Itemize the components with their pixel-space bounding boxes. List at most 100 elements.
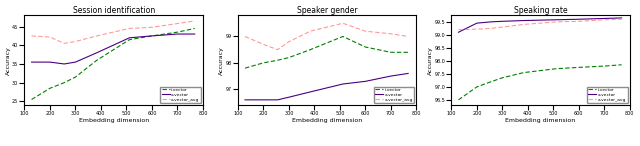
Line: i-vector: i-vector <box>458 65 621 100</box>
i-vector <box>362 46 369 48</box>
x-vector <box>487 21 495 23</box>
i-vector <box>125 39 133 41</box>
x-vector <box>241 99 249 101</box>
i-vector <box>600 65 608 67</box>
x-vector_avg <box>454 29 462 31</box>
x-vector <box>307 91 314 93</box>
Legend: i-vector, x-vector, x-vector_avg: i-vector, x-vector, x-vector_avg <box>374 87 414 103</box>
Line: x-vector: x-vector <box>31 34 195 64</box>
x-vector <box>72 61 79 63</box>
x-vector <box>520 20 527 21</box>
Line: x-vector_avg: x-vector_avg <box>458 19 621 30</box>
x-vector <box>499 20 506 22</box>
x-vector_avg <box>618 18 625 20</box>
x-vector <box>28 61 35 63</box>
x-vector <box>618 17 625 19</box>
x-vector_avg <box>307 30 314 32</box>
x-vector_avg <box>93 35 100 37</box>
Line: i-vector: i-vector <box>31 28 195 100</box>
x-vector_avg <box>600 19 608 21</box>
x-vector_avg <box>28 35 35 37</box>
x-vector_avg <box>241 36 249 37</box>
x-vector <box>191 33 198 35</box>
x-vector_avg <box>487 27 495 29</box>
i-vector <box>191 28 198 29</box>
i-vector <box>60 82 68 84</box>
x-vector <box>148 35 156 37</box>
Title: Speaker gender: Speaker gender <box>297 6 357 15</box>
x-vector_avg <box>473 28 481 30</box>
x-vector <box>260 99 268 101</box>
i-vector <box>387 51 395 53</box>
x-vector_avg <box>72 41 79 42</box>
x-vector_avg <box>362 30 369 32</box>
x-vector <box>125 37 133 39</box>
i-vector <box>487 81 495 83</box>
Legend: i-vector, x-vector, x-vector_avg: i-vector, x-vector, x-vector_avg <box>587 87 628 103</box>
i-vector <box>28 99 35 100</box>
x-vector <box>339 83 347 85</box>
x-vector_avg <box>125 28 133 29</box>
i-vector <box>520 72 527 73</box>
x-vector_avg <box>520 24 527 25</box>
x-vector <box>173 33 181 35</box>
x-vector_avg <box>260 44 268 45</box>
i-vector <box>46 87 54 89</box>
x-vector_avg <box>173 23 181 24</box>
i-vector <box>285 57 292 58</box>
x-vector_avg <box>191 20 198 22</box>
x-vector <box>473 22 481 24</box>
x-vector_avg <box>499 26 506 28</box>
x-vector_avg <box>339 22 347 24</box>
x-vector_avg <box>46 36 54 38</box>
x-vector_avg <box>387 33 395 35</box>
x-vector <box>454 31 462 33</box>
Y-axis label: Accuracy: Accuracy <box>219 46 224 75</box>
i-vector <box>72 76 79 78</box>
i-vector <box>260 62 268 64</box>
i-vector <box>499 77 506 79</box>
X-axis label: Embedding dimension: Embedding dimension <box>292 118 362 123</box>
Y-axis label: Accuracy: Accuracy <box>428 46 433 75</box>
i-vector <box>473 86 481 88</box>
i-vector <box>241 67 249 69</box>
x-vector <box>60 63 68 65</box>
i-vector <box>93 59 100 61</box>
i-vector <box>404 51 412 53</box>
x-vector <box>404 73 412 74</box>
x-vector_avg <box>552 21 560 23</box>
Title: Speaking rate: Speaking rate <box>514 6 567 15</box>
x-vector <box>387 75 395 77</box>
x-vector_avg <box>575 20 582 22</box>
x-vector <box>93 52 100 54</box>
i-vector <box>274 59 282 61</box>
Line: x-vector_avg: x-vector_avg <box>245 23 408 50</box>
x-vector <box>600 18 608 19</box>
X-axis label: Embedding dimension: Embedding dimension <box>506 118 575 123</box>
x-vector <box>362 80 369 82</box>
x-vector <box>46 61 54 63</box>
Line: x-vector: x-vector <box>458 18 621 32</box>
i-vector <box>339 36 347 37</box>
x-vector <box>552 19 560 21</box>
i-vector <box>575 67 582 68</box>
x-vector_avg <box>285 41 292 43</box>
i-vector <box>618 64 625 66</box>
i-vector <box>307 49 314 51</box>
i-vector <box>148 35 156 37</box>
Line: x-vector: x-vector <box>245 73 408 100</box>
x-vector <box>575 18 582 20</box>
i-vector <box>173 31 181 33</box>
x-vector <box>285 96 292 98</box>
i-vector <box>552 68 560 69</box>
x-vector <box>274 99 282 101</box>
Line: x-vector_avg: x-vector_avg <box>31 21 195 43</box>
Y-axis label: Accuracy: Accuracy <box>6 46 10 75</box>
x-vector_avg <box>274 49 282 51</box>
Title: Session identification: Session identification <box>72 6 155 15</box>
Legend: i-vector, x-vector, x-vector_avg: i-vector, x-vector, x-vector_avg <box>160 87 201 103</box>
x-vector_avg <box>60 42 68 44</box>
i-vector <box>454 99 462 101</box>
x-vector_avg <box>404 36 412 37</box>
Line: i-vector: i-vector <box>245 36 408 68</box>
